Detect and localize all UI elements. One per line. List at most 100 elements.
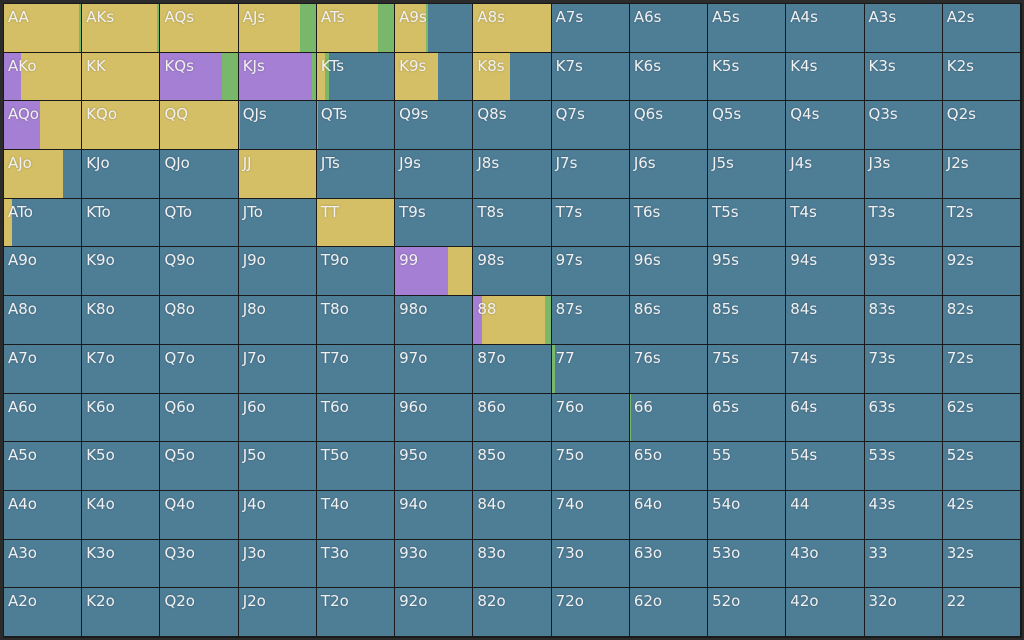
- hand-cell-J4s[interactable]: J4s: [786, 150, 865, 199]
- hand-cell-62s[interactable]: 62s: [942, 393, 1021, 443]
- hand-cell-92s[interactable]: 92s: [942, 247, 1021, 297]
- hand-cell-99[interactable]: 99: [395, 247, 474, 297]
- hand-cell-ATs[interactable]: ATs: [316, 4, 396, 53]
- hand-cell-96s[interactable]: 96s: [629, 247, 709, 297]
- hand-cell-T7o[interactable]: T7o: [316, 344, 396, 394]
- hand-cell-T5o[interactable]: T5o: [316, 442, 396, 491]
- hand-cell-QTo[interactable]: QTo: [160, 198, 239, 248]
- hand-cell-TT[interactable]: TT: [316, 198, 396, 248]
- hand-cell-Q6s[interactable]: Q6s: [629, 101, 709, 151]
- hand-cell-K6s[interactable]: K6s: [629, 52, 709, 102]
- hand-cell-73o[interactable]: 73o: [551, 539, 630, 589]
- hand-cell-82o[interactable]: 82o: [473, 588, 552, 637]
- hand-cell-K2s[interactable]: K2s: [942, 52, 1021, 102]
- hand-cell-ATo[interactable]: ATo: [4, 198, 83, 248]
- hand-cell-85o[interactable]: 85o: [473, 442, 552, 491]
- hand-cell-98s[interactable]: 98s: [473, 247, 552, 297]
- hand-cell-86o[interactable]: 86o: [473, 393, 552, 443]
- hand-cell-T4s[interactable]: T4s: [786, 198, 865, 248]
- hand-cell-52o[interactable]: 52o: [708, 588, 787, 637]
- hand-cell-K3o[interactable]: K3o: [82, 539, 161, 589]
- hand-cell-J6o[interactable]: J6o: [238, 393, 317, 443]
- hand-cell-JTs[interactable]: JTs: [316, 150, 396, 199]
- hand-cell-Q5o[interactable]: Q5o: [160, 442, 239, 491]
- hand-cell-A6s[interactable]: A6s: [629, 4, 709, 53]
- hand-cell-K4o[interactable]: K4o: [82, 490, 161, 540]
- hand-cell-94s[interactable]: 94s: [786, 247, 865, 297]
- hand-cell-T6s[interactable]: T6s: [629, 198, 709, 248]
- hand-cell-Q7s[interactable]: Q7s: [551, 101, 630, 151]
- hand-cell-52s[interactable]: 52s: [942, 442, 1021, 491]
- hand-cell-83o[interactable]: 83o: [473, 539, 552, 589]
- hand-cell-J2s[interactable]: J2s: [942, 150, 1021, 199]
- hand-cell-84s[interactable]: 84s: [786, 296, 865, 345]
- hand-cell-85s[interactable]: 85s: [708, 296, 787, 345]
- hand-cell-53o[interactable]: 53o: [708, 539, 787, 589]
- hand-cell-A3o[interactable]: A3o: [4, 539, 83, 589]
- hand-cell-53s[interactable]: 53s: [864, 442, 943, 491]
- hand-cell-K5o[interactable]: K5o: [82, 442, 161, 491]
- hand-cell-J6s[interactable]: J6s: [629, 150, 709, 199]
- hand-cell-Q3o[interactable]: Q3o: [160, 539, 239, 589]
- hand-cell-K9o[interactable]: K9o: [82, 247, 161, 297]
- hand-cell-QJo[interactable]: QJo: [160, 150, 239, 199]
- hand-cell-32s[interactable]: 32s: [942, 539, 1021, 589]
- hand-cell-J9s[interactable]: J9s: [395, 150, 474, 199]
- hand-cell-K7o[interactable]: K7o: [82, 344, 161, 394]
- hand-cell-Q8s[interactable]: Q8s: [473, 101, 552, 151]
- hand-cell-32o[interactable]: 32o: [864, 588, 943, 637]
- hand-cell-T7s[interactable]: T7s: [551, 198, 630, 248]
- hand-cell-Q4s[interactable]: Q4s: [786, 101, 865, 151]
- hand-cell-A3s[interactable]: A3s: [864, 4, 943, 53]
- hand-cell-T9s[interactable]: T9s: [395, 198, 474, 248]
- hand-cell-A6o[interactable]: A6o: [4, 393, 83, 443]
- hand-cell-AQo[interactable]: AQo: [4, 101, 83, 151]
- hand-cell-Q3s[interactable]: Q3s: [864, 101, 943, 151]
- hand-cell-73s[interactable]: 73s: [864, 344, 943, 394]
- hand-cell-J7o[interactable]: J7o: [238, 344, 317, 394]
- hand-cell-Q2o[interactable]: Q2o: [160, 588, 239, 637]
- hand-cell-KQo[interactable]: KQo: [82, 101, 161, 151]
- hand-cell-A8o[interactable]: A8o: [4, 296, 83, 345]
- hand-cell-T9o[interactable]: T9o: [316, 247, 396, 297]
- hand-cell-A7s[interactable]: A7s: [551, 4, 630, 53]
- hand-cell-KJo[interactable]: KJo: [82, 150, 161, 199]
- hand-cell-75s[interactable]: 75s: [708, 344, 787, 394]
- hand-cell-63o[interactable]: 63o: [629, 539, 709, 589]
- hand-cell-Q4o[interactable]: Q4o: [160, 490, 239, 540]
- hand-cell-K2o[interactable]: K2o: [82, 588, 161, 637]
- hand-cell-A2o[interactable]: A2o: [4, 588, 83, 637]
- hand-cell-93s[interactable]: 93s: [864, 247, 943, 297]
- hand-cell-T8o[interactable]: T8o: [316, 296, 396, 345]
- hand-cell-J8o[interactable]: J8o: [238, 296, 317, 345]
- hand-cell-A9o[interactable]: A9o: [4, 247, 83, 297]
- hand-cell-63s[interactable]: 63s: [864, 393, 943, 443]
- hand-cell-94o[interactable]: 94o: [395, 490, 474, 540]
- hand-cell-QQ[interactable]: QQ: [160, 101, 239, 151]
- hand-cell-Q2s[interactable]: Q2s: [942, 101, 1021, 151]
- hand-cell-T3s[interactable]: T3s: [864, 198, 943, 248]
- hand-cell-J9o[interactable]: J9o: [238, 247, 317, 297]
- hand-cell-66[interactable]: 66: [629, 393, 709, 443]
- hand-cell-72s[interactable]: 72s: [942, 344, 1021, 394]
- hand-cell-KK[interactable]: KK: [82, 52, 161, 102]
- hand-cell-54s[interactable]: 54s: [786, 442, 865, 491]
- hand-cell-75o[interactable]: 75o: [551, 442, 630, 491]
- hand-cell-K9s[interactable]: K9s: [395, 52, 474, 102]
- hand-cell-33[interactable]: 33: [864, 539, 943, 589]
- hand-cell-62o[interactable]: 62o: [629, 588, 709, 637]
- hand-cell-AQs[interactable]: AQs: [160, 4, 239, 53]
- hand-cell-K3s[interactable]: K3s: [864, 52, 943, 102]
- hand-cell-44[interactable]: 44: [786, 490, 865, 540]
- hand-cell-KJs[interactable]: KJs: [238, 52, 317, 102]
- hand-cell-74o[interactable]: 74o: [551, 490, 630, 540]
- hand-cell-K8o[interactable]: K8o: [82, 296, 161, 345]
- hand-cell-86s[interactable]: 86s: [629, 296, 709, 345]
- hand-cell-J3s[interactable]: J3s: [864, 150, 943, 199]
- hand-cell-AJo[interactable]: AJo: [4, 150, 83, 199]
- hand-cell-JJ[interactable]: JJ: [238, 150, 317, 199]
- hand-cell-T2s[interactable]: T2s: [942, 198, 1021, 248]
- hand-cell-95o[interactable]: 95o: [395, 442, 474, 491]
- hand-cell-97s[interactable]: 97s: [551, 247, 630, 297]
- hand-cell-83s[interactable]: 83s: [864, 296, 943, 345]
